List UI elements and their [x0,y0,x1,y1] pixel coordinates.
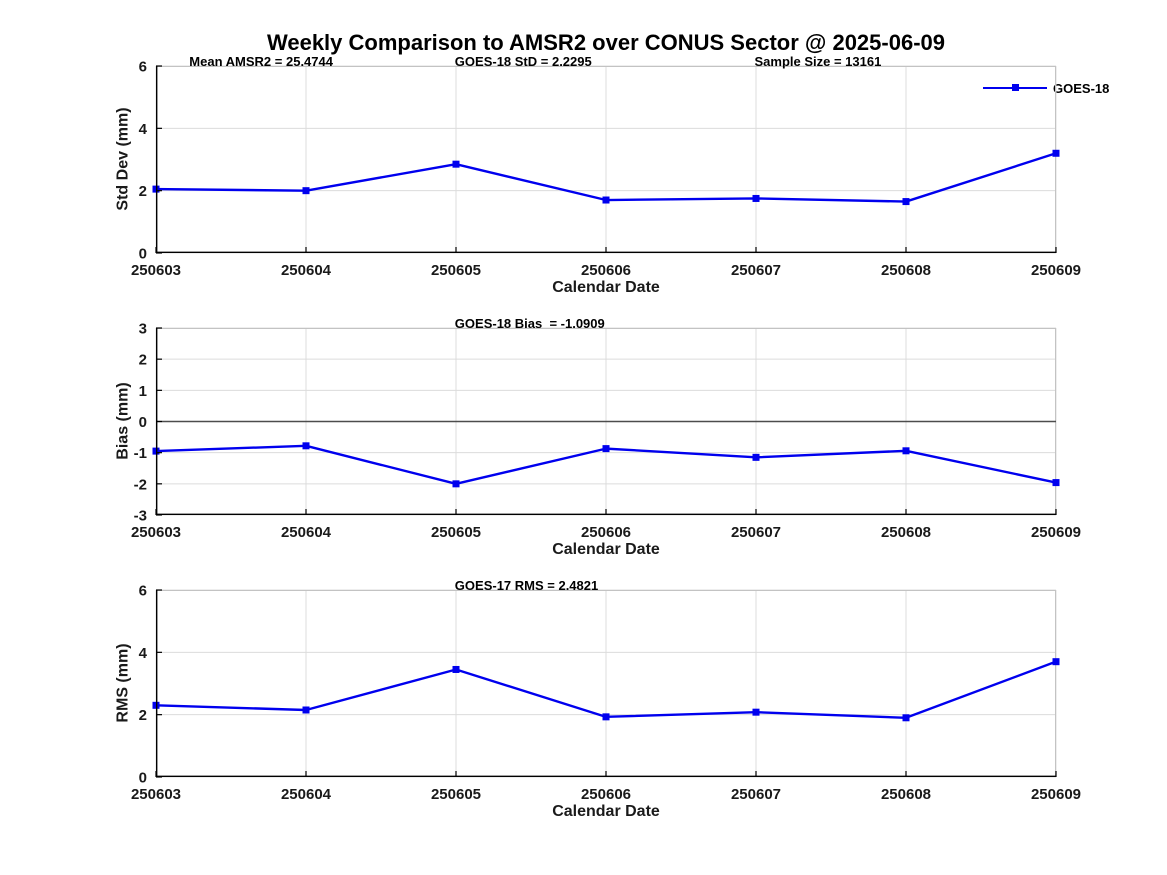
y-tick-label: 2 [139,183,147,200]
x-axis-label: Calendar Date [552,279,660,296]
x-tick-label: 250603 [131,786,181,803]
x-tick-label: 250603 [131,524,181,541]
data-point-marker [752,453,760,461]
x-tick-label: 250607 [731,786,781,803]
x-tick-label: 250606 [581,786,631,803]
data-point-marker [302,442,310,450]
legend-square-marker [1011,84,1019,92]
annotation-text: GOES-18 Bias = -1.0909 [454,316,605,331]
y-tick-label: 2 [139,352,147,369]
data-point-marker [452,665,460,673]
data-point-marker [752,194,760,202]
data-point-marker [452,480,460,488]
y-tick-label: 4 [139,121,148,138]
plot-area-rms: 250603 250604 250605 250606 250607 250608 2506… [131,583,1081,804]
legend-line-sample [983,84,1047,92]
x-tick-label: 250604 [281,786,332,803]
annotation-text: GOES-18 StD = 2.2295 [454,54,592,69]
y-tick-label: 0 [139,246,147,263]
y-tick-label: -3 [134,508,147,525]
x-tick-label: 250608 [881,524,931,541]
y-tick-label: 0 [139,414,147,431]
x-tick-label: 250608 [881,786,931,803]
y-axis-label: Bias (mm) [114,382,132,460]
figure-title: Weekly Comparison to AMSR2 over CONUS Se… [266,30,945,55]
x-tick-label: 250605 [431,262,481,279]
data-point-marker [452,160,460,168]
legend: GOES-18 [983,80,1109,96]
data-point-marker [1052,658,1060,666]
data-point-marker [302,706,310,714]
subplot-rms: RMS (mm) 250603 250604 250605 250606 250607 2… [115,578,1082,820]
x-tick-label: 250606 [581,524,631,541]
data-point-marker [752,708,760,716]
x-tick-label: 250607 [731,262,781,279]
data-point-marker [602,196,610,204]
subplot-std-dev: Std Dev (mm) 250603 250604 250605 250606 250… [115,54,1082,296]
x-tick-label: 250604 [281,262,332,279]
data-point-marker [902,447,910,455]
x-tick-label: 250605 [431,786,481,803]
y-tick-label: 0 [139,770,147,787]
annotation-text: Sample Size = 13161 [754,54,882,69]
x-tick-label: 250605 [431,524,481,541]
y-tick-label: 6 [139,583,147,600]
data-point-marker [1052,149,1060,157]
data-point-marker [602,445,610,453]
annotation-text: Mean AMSR2 = 25.4744 [189,54,333,69]
y-tick-label: -1 [134,445,147,462]
x-tick-label: 250609 [1031,524,1081,541]
y-tick-label: 3 [139,321,147,338]
x-tick-label: 250608 [881,262,931,279]
y-tick-label: -2 [134,476,147,493]
y-tick-label: 2 [139,707,147,724]
y-tick-label: 6 [139,59,147,76]
annotation-text: GOES-17 RMS = 2.4821 [454,578,599,593]
data-point-marker [602,713,610,721]
x-tick-label: 250609 [1031,262,1081,279]
plot-area-std-dev: 250603 250604 250605 250606 250607 250608 2506… [131,59,1081,280]
y-axis-label: RMS (mm) [114,643,132,723]
x-tick-label: 250607 [731,524,781,541]
data-point-marker [302,187,310,195]
y-tick-label: 1 [139,383,147,400]
plot-area-bias: 250603 250604 250605 250606 250607 250608 2506… [131,321,1081,542]
data-point-marker [902,198,910,206]
y-axis-label: Std Dev (mm) [114,107,132,211]
legend-label: GOES-18 [1053,80,1110,96]
x-axis-label: Calendar Date [552,541,660,558]
data-point-marker [1052,479,1060,487]
subplot-bias: Bias (mm) 250603 250604 250605 250606 250607… [115,316,1082,558]
x-tick-label: 250603 [131,262,181,279]
x-tick-label: 250606 [581,262,631,279]
x-tick-label: 250609 [1031,786,1081,803]
y-tick-label: 4 [139,645,148,662]
x-axis-label: Calendar Date [552,803,660,820]
x-tick-label: 250604 [281,524,332,541]
data-point-marker [902,714,910,722]
